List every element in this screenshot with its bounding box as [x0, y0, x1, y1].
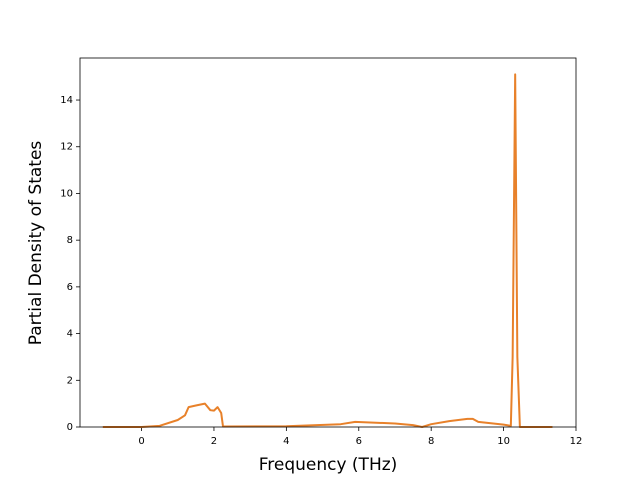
plot-frame [79, 57, 577, 428]
x-tick-label: 8 [428, 436, 434, 447]
y-tick-label: 10 [60, 188, 73, 199]
y-axis-title: Partial Density of States [26, 141, 46, 346]
x-tick-label: 10 [497, 436, 510, 447]
x-tick-label: 4 [283, 436, 289, 447]
y-tick-label: 6 [67, 282, 73, 293]
line-series [102, 73, 553, 428]
y-tick-label: 0 [67, 422, 73, 433]
y-tick-label: 8 [67, 235, 73, 246]
y-tick-label: 12 [60, 142, 73, 153]
x-tick-label: 12 [570, 436, 583, 447]
y-tick-label: 2 [67, 375, 73, 386]
x-axis-title: Frequency (THz) [259, 455, 398, 475]
x-tick-label: 6 [356, 436, 362, 447]
y-tick-label: 4 [67, 329, 73, 340]
x-tick-label: 0 [138, 436, 144, 447]
y-tick-label: 14 [60, 95, 73, 106]
x-tick-label: 2 [211, 436, 217, 447]
